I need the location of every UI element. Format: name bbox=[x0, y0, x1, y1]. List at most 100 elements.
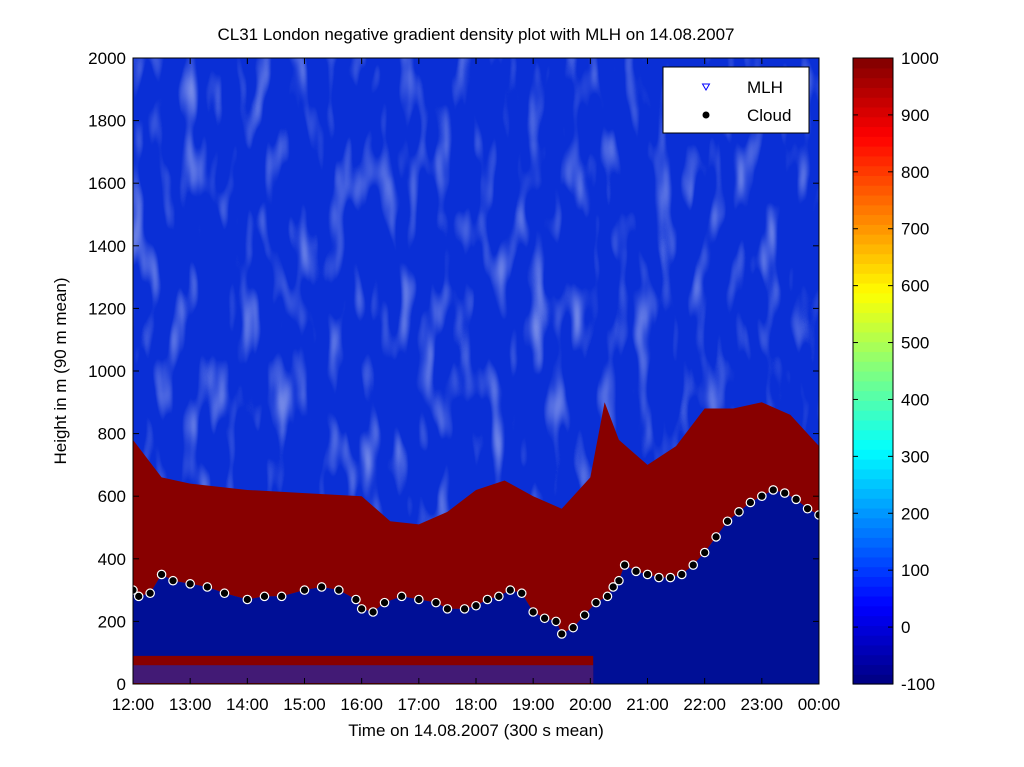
cloud-point bbox=[351, 594, 361, 605]
cloud-point bbox=[414, 594, 424, 605]
colorbar: -100 0 100 200 300 400 500 600 700 800 900 1000 bbox=[852, 49, 939, 694]
colorbar-swatch bbox=[853, 263, 893, 274]
cloud-point bbox=[494, 591, 504, 602]
cloud-point bbox=[631, 566, 641, 577]
colorbar-swatch bbox=[853, 253, 893, 265]
colorbar-swatch bbox=[853, 410, 893, 421]
cloud-point bbox=[614, 575, 624, 586]
colorbar-swatch bbox=[853, 498, 893, 509]
colorbar-swatch bbox=[853, 194, 893, 206]
colorbar-swatch bbox=[853, 77, 893, 88]
colorbar-swatch bbox=[853, 185, 893, 196]
cloud-point bbox=[528, 607, 538, 617]
colorbar-tick-label: 200 bbox=[901, 504, 929, 523]
colorbar-swatch bbox=[853, 204, 893, 216]
colorbar-swatch bbox=[853, 419, 893, 431]
cloud-point bbox=[722, 516, 733, 527]
cloud-point bbox=[368, 607, 378, 617]
y-tick-label: 400 bbox=[98, 550, 126, 569]
colorbar-swatch bbox=[853, 126, 893, 137]
cloud-point bbox=[333, 585, 344, 595]
colorbar-swatch bbox=[853, 488, 893, 499]
colorbar-swatch bbox=[853, 449, 893, 460]
below-cloud-layer bbox=[133, 489, 819, 684]
cloud-point bbox=[539, 613, 550, 624]
cloud-point bbox=[791, 494, 801, 505]
cloud-point bbox=[185, 579, 195, 589]
colorbar-swatch bbox=[853, 106, 893, 118]
colorbar-swatch bbox=[853, 371, 893, 382]
x-tick-label: 23:00 bbox=[741, 695, 784, 714]
colorbar-tick-label: 800 bbox=[901, 163, 929, 182]
cloud-point bbox=[168, 575, 178, 586]
colorbar-swatch bbox=[853, 507, 893, 519]
cloud-point bbox=[316, 582, 327, 592]
cloud-point bbox=[219, 588, 230, 599]
colorbar-swatch bbox=[853, 556, 893, 568]
cloud-point bbox=[591, 597, 601, 608]
colorbar-tick-label: 700 bbox=[901, 220, 929, 239]
cloud-point bbox=[654, 572, 664, 583]
cloud-point bbox=[482, 594, 493, 605]
cloud-point bbox=[276, 591, 287, 602]
x-tick-label: 21:00 bbox=[626, 695, 669, 714]
cloud-point bbox=[556, 629, 567, 639]
colorbar-swatch bbox=[853, 400, 893, 411]
y-tick-label: 1200 bbox=[88, 299, 126, 318]
cloud-point bbox=[642, 569, 653, 580]
y-tick-label: 600 bbox=[98, 487, 126, 506]
cloud-marker-icon bbox=[702, 111, 710, 119]
y-tick-label: 1800 bbox=[88, 112, 126, 131]
colorbar-swatch bbox=[853, 136, 893, 147]
colorbar-tick-label: 0 bbox=[901, 618, 910, 637]
colorbar-swatch bbox=[853, 312, 893, 323]
colorbar-swatch bbox=[853, 605, 893, 617]
colorbar-swatch bbox=[853, 615, 893, 626]
colorbar-swatch bbox=[853, 527, 893, 538]
x-tick-label: 17:00 bbox=[398, 695, 441, 714]
cloud-point bbox=[202, 582, 213, 592]
cloud-point bbox=[156, 569, 167, 580]
colorbar-swatch bbox=[853, 537, 893, 548]
colorbar-swatch bbox=[853, 58, 893, 69]
colorbar-tick-label: 100 bbox=[901, 561, 929, 580]
colorbar-tick-label: 300 bbox=[901, 447, 929, 466]
cloud-point bbox=[665, 572, 676, 583]
high-density-layer bbox=[133, 402, 819, 634]
colorbar-swatch bbox=[853, 478, 893, 489]
cloud-point bbox=[768, 485, 779, 495]
y-axis-label: Height in m (90 m mean) bbox=[51, 277, 70, 464]
cloud-point bbox=[505, 585, 516, 595]
cloud-series bbox=[133, 485, 819, 639]
colorbar-swatch bbox=[853, 595, 893, 607]
colorbar-swatch bbox=[853, 243, 893, 255]
colorbar-swatch bbox=[853, 390, 893, 401]
colorbar-swatch bbox=[853, 175, 893, 186]
cloud-point bbox=[688, 560, 699, 570]
y-tick-label: 1000 bbox=[88, 362, 126, 381]
colorbar-swatch bbox=[853, 439, 893, 450]
y-tick-label: 1600 bbox=[88, 174, 126, 193]
colorbar-swatch bbox=[853, 116, 893, 128]
colorbar-frame bbox=[852, 57, 894, 685]
cloud-point bbox=[459, 604, 470, 614]
cloud-point bbox=[516, 588, 527, 599]
y-tick-label: 200 bbox=[98, 612, 126, 631]
colorbar-swatch bbox=[853, 87, 893, 98]
cloud-point bbox=[579, 610, 590, 620]
cloud-point bbox=[734, 507, 744, 517]
colorbar-tick-label: 600 bbox=[901, 277, 929, 296]
colorbar-swatch bbox=[853, 67, 893, 79]
x-tick-label: 13:00 bbox=[169, 695, 212, 714]
x-axis-label: Time on 14.08.2007 (300 s mean) bbox=[348, 721, 603, 740]
colorbar-swatch bbox=[853, 625, 893, 636]
cloud-point bbox=[242, 594, 253, 605]
plot-area bbox=[133, 58, 819, 684]
colorbar-swatch bbox=[853, 97, 893, 108]
cloud-point bbox=[133, 591, 144, 602]
colorbar-swatch bbox=[853, 165, 893, 176]
x-axis: 12:00 13:00 14:00 15:00 16:00 17:00 18:00 19:00… bbox=[112, 58, 840, 714]
cloud-point bbox=[676, 569, 687, 580]
x-tick-label: 20:00 bbox=[569, 695, 612, 714]
